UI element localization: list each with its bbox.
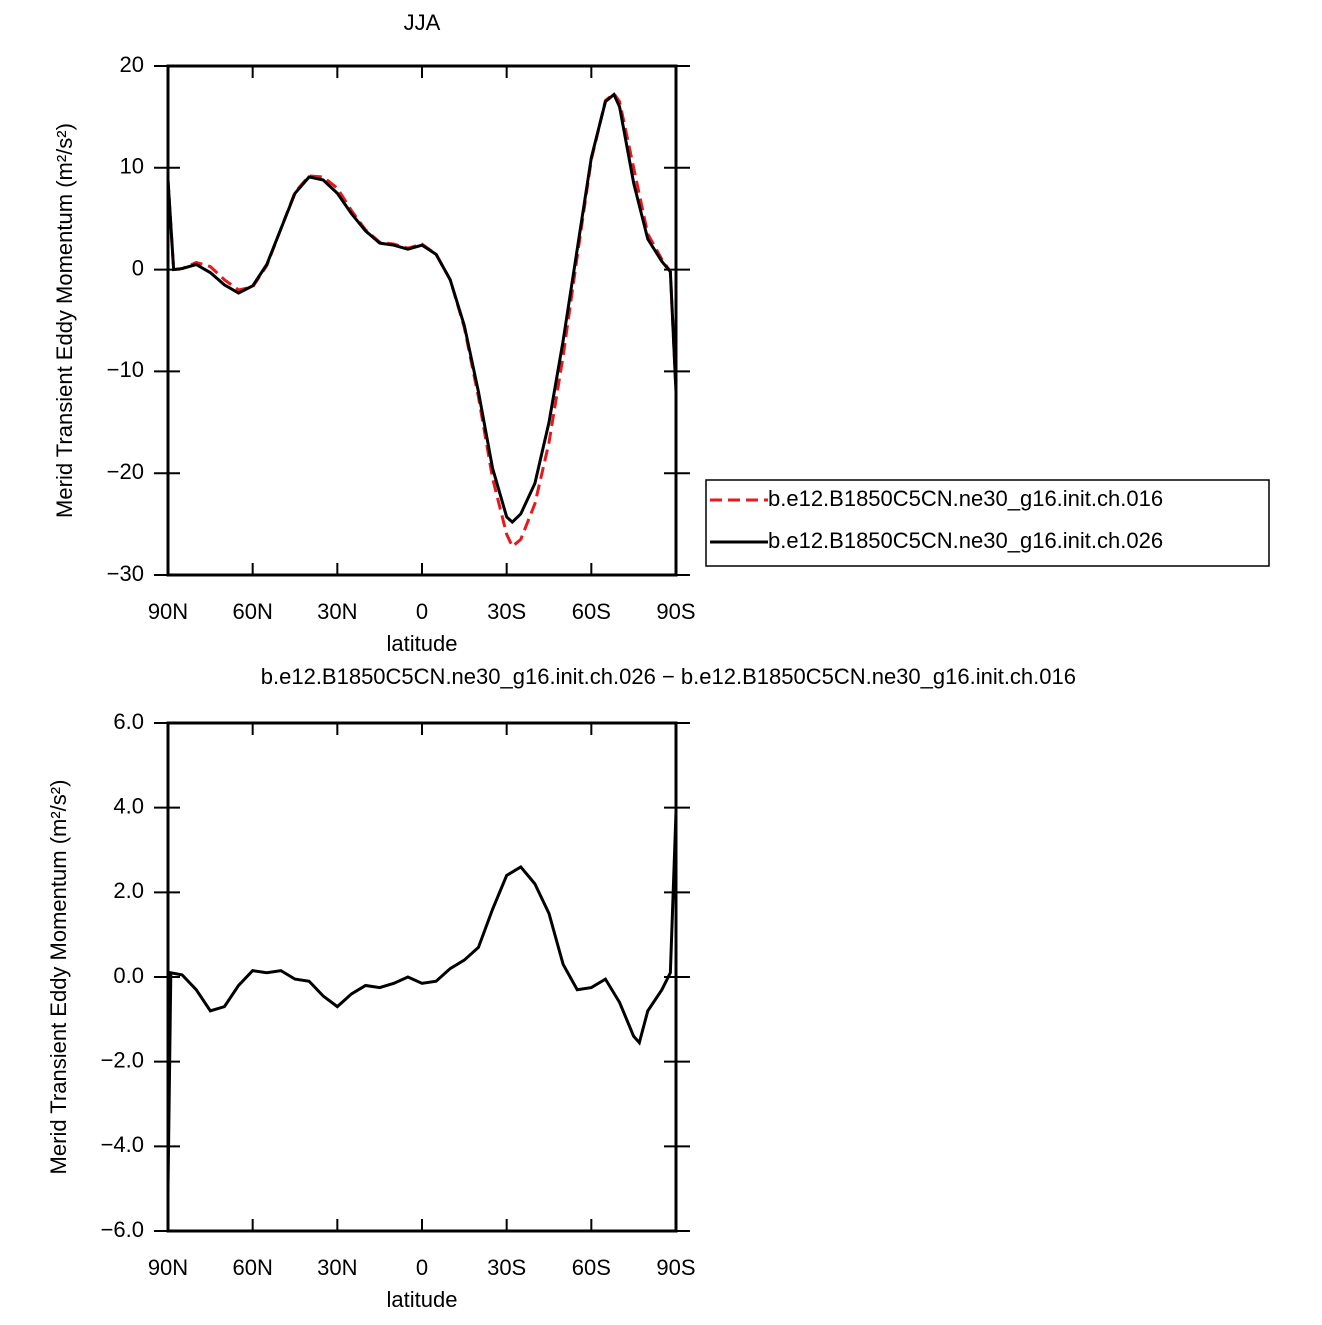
data-line	[166, 91, 678, 549]
y-tick-label: −4.0	[101, 1132, 144, 1157]
y-tick-label: 4.0	[113, 793, 144, 818]
x-tick-label: 60N	[232, 599, 272, 624]
x-tick-label: 30S	[487, 1255, 526, 1280]
data-line	[166, 811, 678, 1189]
plot-frame	[166, 721, 678, 1233]
y-tick-label: 20	[120, 52, 144, 77]
data-line	[166, 92, 678, 525]
x-axis-title: latitude	[387, 631, 458, 656]
y-tick-label: −30	[107, 561, 144, 586]
y-tick-label: −20	[107, 459, 144, 484]
x-tick-label: 90S	[656, 1255, 695, 1280]
x-tick-label: 60S	[572, 1255, 611, 1280]
legend-box	[705, 479, 1270, 567]
legend-label: b.e12.B1850C5CN.ne30_g16.init.ch.016	[768, 486, 1163, 511]
x-tick-label: 30N	[317, 599, 357, 624]
y-tick-label: 0	[132, 255, 144, 280]
y-tick-label: 0.0	[113, 963, 144, 988]
x-tick-label: 90S	[656, 599, 695, 624]
y-tick-label: 2.0	[113, 878, 144, 903]
y-tick-label: −2.0	[101, 1047, 144, 1072]
x-tick-label: 30S	[487, 599, 526, 624]
y-tick-label: 10	[120, 154, 144, 179]
x-tick-label: 0	[416, 1255, 428, 1280]
x-tick-label: 30N	[317, 1255, 357, 1280]
y-axis-title: Merid Transient Eddy Momentum (m²/s²)	[46, 780, 71, 1175]
chart-title: b.e12.B1850C5CN.ne30_g16.init.ch.026 − b…	[261, 664, 1076, 689]
y-tick-label: 6.0	[113, 709, 144, 734]
chart-title: JJA	[404, 10, 441, 35]
y-axis-title: Merid Transient Eddy Momentum (m²/s²)	[52, 123, 77, 518]
x-tick-label: 0	[416, 599, 428, 624]
y-tick-label: −10	[107, 357, 144, 382]
legend-label: b.e12.B1850C5CN.ne30_g16.init.ch.026	[768, 528, 1163, 553]
x-tick-label: 60S	[572, 599, 611, 624]
x-axis-title: latitude	[387, 1287, 458, 1312]
plot-frame	[166, 64, 678, 577]
x-tick-label: 90N	[148, 599, 188, 624]
y-tick-label: −6.0	[101, 1217, 144, 1242]
x-tick-label: 90N	[148, 1255, 188, 1280]
x-tick-label: 60N	[232, 1255, 272, 1280]
